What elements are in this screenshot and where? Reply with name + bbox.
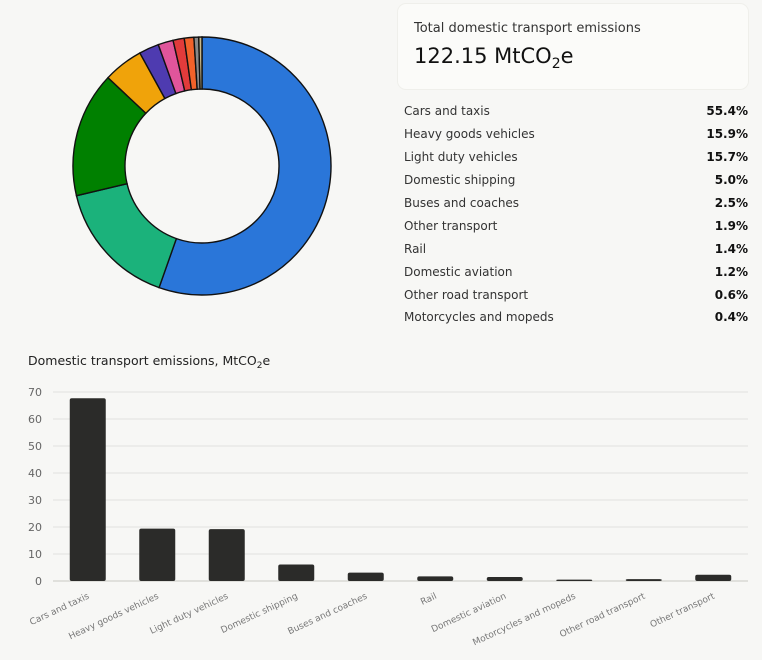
share-label: Rail [404,241,427,256]
bar-chart-title-suffix: e [262,353,271,368]
share-label: Other transport [404,218,498,233]
share-label: Other road transport [404,287,529,302]
bar-other-transport [695,574,732,581]
share-value: 5.0% [714,173,748,188]
share-value: 1.9% [714,218,748,233]
share-row-domestic-aviation: Domestic aviation 1.2% [404,260,748,283]
bar-chart-title-subscript: 2 [256,361,263,371]
share-row-other-transport: Other transport 1.9% [404,214,748,237]
x-tick-label: Light duty vehicles [149,592,231,637]
share-label: Cars and taxis [404,104,490,119]
bar-motorcycles-and-mopeds [556,579,593,581]
x-tick-label: Buses and coaches [287,592,370,638]
share-value: 55.4% [706,104,748,119]
total-emissions-value: 122.15 MtCO2e [414,44,574,71]
share-list: Cars and taxis 55.4% Heavy goods vehicles 1… [404,100,748,329]
share-value: 0.4% [714,310,748,325]
share-row-other-road-transport: Other road transport 0.6% [404,283,748,306]
total-emissions-suffix: e [560,44,574,68]
bar-buses-and-coaches [347,572,384,581]
y-tick-label: 70 [28,386,42,399]
share-label: Domestic shipping [404,173,516,188]
share-value: 1.2% [714,264,748,279]
y-tick-label: 50 [28,440,42,453]
y-tick-label: 0 [35,575,42,588]
share-value: 1.4% [714,241,748,256]
share-value: 2.5% [714,196,748,210]
donut-chart [60,26,345,311]
share-label: Motorcycles and mopeds [404,310,554,325]
share-label: Buses and coaches [404,196,520,210]
share-row-heavy-goods-vehicles: Heavy goods vehicles 15.9% [404,123,748,146]
share-label: Heavy goods vehicles [404,127,535,142]
donut-slice-motorcycles-and-mopeds [198,36,203,90]
bar-light-duty-vehicles [208,529,245,581]
share-row-motorcycles-and-mopeds: Motorcycles and mopeds 0.4% [404,306,748,329]
donut-chart-svg [72,36,332,296]
bar-domestic-aviation [486,576,523,581]
share-value: 15.9% [706,127,748,142]
share-row-light-duty-vehicles: Light duty vehicles 15.7% [404,146,748,169]
bar-heavy-goods-vehicles [139,528,176,581]
share-label: Domestic aviation [404,264,513,279]
x-tick-label: Rail [419,592,438,608]
total-emissions-subscript: 2 [551,56,561,72]
bar-other-road-transport [625,579,662,581]
total-emissions-number: 122.15 MtCO [414,44,552,68]
y-tick-label: 30 [28,494,42,507]
bar-rail [417,576,454,581]
donut-slice-cars-and-taxis [158,36,332,296]
share-row-cars-and-taxis: Cars and taxis 55.4% [404,100,748,123]
share-row-buses-and-coaches: Buses and coaches 2.5% [404,192,748,215]
bar-chart-title-text: Domestic transport emissions, MtCO [28,353,257,368]
y-tick-label: 20 [28,521,42,534]
x-tick-label: Other transport [649,591,717,630]
y-tick-label: 40 [28,467,42,480]
y-tick-label: 10 [28,548,42,561]
share-label: Light duty vehicles [404,150,518,165]
share-value: 15.7% [706,150,748,165]
bar-chart-title: Domestic transport emissions, MtCO2e [28,353,271,371]
x-tick-label: Cars and taxis [28,592,91,628]
y-tick-label: 60 [28,413,42,426]
bar-domestic-shipping [278,564,315,581]
donut-slice-heavy-goods-vehicles [75,182,178,289]
share-row-rail: Rail 1.4% [404,237,748,260]
share-value: 0.6% [714,287,748,302]
share-row-domestic-shipping: Domestic shipping 5.0% [404,169,748,192]
total-emissions-card: Total domestic transport emissions 122.1… [398,4,748,89]
total-emissions-label: Total domestic transport emissions [414,21,641,36]
bar-cars-and-taxis [69,398,106,581]
